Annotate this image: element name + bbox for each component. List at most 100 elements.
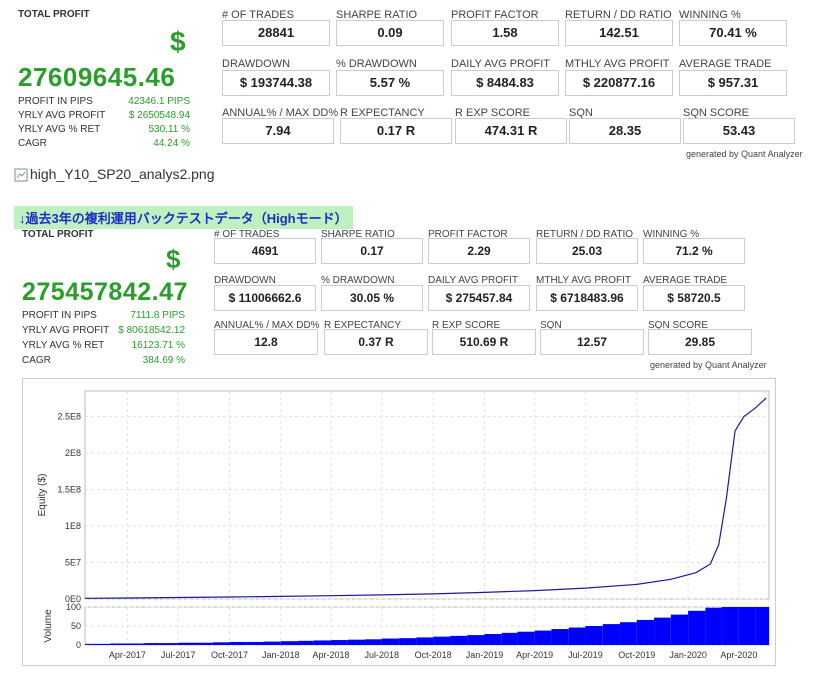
metric-value-box: 4691 <box>214 238 316 264</box>
metric-label: R EXP SCORE <box>455 107 530 119</box>
metric-label: SQN <box>540 320 562 331</box>
summary-value: 42346.1 PIPS <box>128 96 190 107</box>
volume-bar <box>688 610 706 645</box>
metric-label: PROFIT FACTOR <box>451 9 539 21</box>
metric-value-box: $ 957.31 <box>679 70 787 96</box>
equity-chart-panel: Apr-2017 Jul-2017 Oct-2017 Jan-2018 Apr-2018… <box>22 378 776 666</box>
volume-bar <box>229 641 247 645</box>
metric-value-box: 0.17 <box>321 238 423 264</box>
volume-bar <box>195 642 213 645</box>
metric-label: # OF TRADES <box>222 9 294 21</box>
volume-bar <box>313 640 332 645</box>
equity-chart: Apr-2017 Jul-2017 Oct-2017 Jan-2018 Apr-2018… <box>37 390 770 660</box>
generated-by-text: generated by Quant Analyzer <box>686 149 803 159</box>
summary-value: $ 2650548.94 <box>128 110 190 121</box>
generated-by-text-2: generated by Quant Analyzer <box>650 360 767 370</box>
x-tick-label: Oct-2018 <box>415 650 452 660</box>
metric-value-box: 53.43 <box>683 118 795 144</box>
volume-bar <box>585 626 603 645</box>
volume-bar <box>551 629 569 645</box>
summary-value: $ 80618542.12 <box>118 325 185 336</box>
volume-bar <box>705 607 722 645</box>
equity-line <box>84 397 767 599</box>
volume-bar <box>331 640 348 645</box>
x-tick-label: Jan-2018 <box>262 650 300 660</box>
volume-bar <box>298 640 314 645</box>
volume-bar <box>144 643 162 645</box>
volume-bar <box>365 639 382 645</box>
metric-value-box: $ 58720.5 <box>643 285 745 311</box>
metric-label: SQN SCORE <box>683 107 750 119</box>
volume-bar <box>450 635 468 645</box>
volume-bar <box>110 643 128 645</box>
total-profit-label-2: TOTAL PROFIT <box>22 229 94 240</box>
section-heading: ↓過去3年の複利運用バックテストデータ（Highモード） <box>14 206 353 229</box>
volume-bar <box>636 619 655 645</box>
x-tick-label: Jan-2019 <box>466 650 504 660</box>
x-tick-label: Apr-2020 <box>720 650 757 660</box>
volume-bar <box>670 614 689 645</box>
x-tick-label: Jul-2019 <box>568 650 603 660</box>
volume-bar <box>416 637 434 645</box>
metric-label: AVERAGE TRADE <box>679 58 772 70</box>
metric-value-box: 70.41 % <box>679 20 787 46</box>
metric-label: SQN SCORE <box>648 320 709 331</box>
metric-label: % DRAWDOWN <box>336 58 417 70</box>
volume-bar <box>654 617 671 645</box>
volume-bar <box>517 631 535 645</box>
summary-value: 7111.8 PIPS <box>130 310 185 321</box>
y-tick-label: 1.5E8 <box>57 485 81 495</box>
metric-value-box: 29.85 <box>648 329 752 355</box>
volume-bar <box>399 638 417 645</box>
total-profit-label: TOTAL PROFIT <box>18 9 90 20</box>
metric-value-box: 7.94 <box>222 118 334 144</box>
volume-bar <box>161 643 179 645</box>
metric-value-box: 12.57 <box>540 329 644 355</box>
metric-label: DRAWDOWN <box>222 58 291 70</box>
metric-label: SHARPE RATIO <box>321 229 395 240</box>
volume-bar <box>127 643 145 645</box>
metric-value-box: 28841 <box>222 20 330 46</box>
volume-bar <box>534 630 552 645</box>
summary-label: YRLY AVG % RET <box>18 124 101 135</box>
x-tick-label: Apr-2018 <box>313 650 350 660</box>
volume-bar <box>484 633 502 645</box>
x-tick-label: Apr-2019 <box>516 650 553 660</box>
metric-value-box: 474.31 R <box>455 118 567 144</box>
volume-bar <box>738 607 756 645</box>
volume-bar <box>246 641 264 645</box>
volume-bar <box>501 632 518 645</box>
x-tick-label: Apr-2017 <box>109 650 146 660</box>
x-tick-label: Jul-2017 <box>161 650 196 660</box>
volume-bar <box>467 635 485 645</box>
metric-label: DRAWDOWN <box>214 275 276 286</box>
metric-value-box: 142.51 <box>565 20 673 46</box>
x-tick-label: Jan-2020 <box>669 650 707 660</box>
summary-label: YRLY AVG % RET <box>22 340 105 351</box>
volume-bar <box>381 638 400 645</box>
metric-label: R EXP SCORE <box>432 320 501 331</box>
broken-image-alt: high_Y10_SP20_analys2.png <box>30 166 215 182</box>
metric-value-box: 5.57 % <box>336 70 444 96</box>
x-tick-label: Jul-2018 <box>365 650 400 660</box>
volume-bar <box>347 639 366 645</box>
summary-label: YRLY AVG PROFIT <box>18 110 106 121</box>
volume-bar <box>755 607 769 645</box>
metric-value-box: 12.8 <box>214 329 318 355</box>
summary-label: CAGR <box>18 138 47 149</box>
volume-tick-label: 50 <box>71 621 81 631</box>
metric-value-box: 2.29 <box>428 238 530 264</box>
summary-value: 44.24 % <box>153 138 190 149</box>
y-tick-label: 0E0 <box>65 594 81 604</box>
total-profit-value-2: 275457842.47 <box>22 278 188 306</box>
metric-label: RETURN / DD RATIO <box>536 229 634 240</box>
summary-label: CAGR <box>22 355 51 366</box>
volume-tick-label: 0 <box>76 640 81 650</box>
equity-axis-label: Equity ($) <box>37 474 48 517</box>
volume-bar <box>568 627 586 645</box>
metric-label: ANNUAL% / MAX DD% <box>222 107 339 119</box>
metric-label: % DRAWDOWN <box>321 275 395 286</box>
metric-label: ANNUAL% / MAX DD% <box>214 320 320 331</box>
metric-value-box: 1.58 <box>451 20 559 46</box>
summary-label: PROFIT IN PIPS <box>22 310 97 321</box>
